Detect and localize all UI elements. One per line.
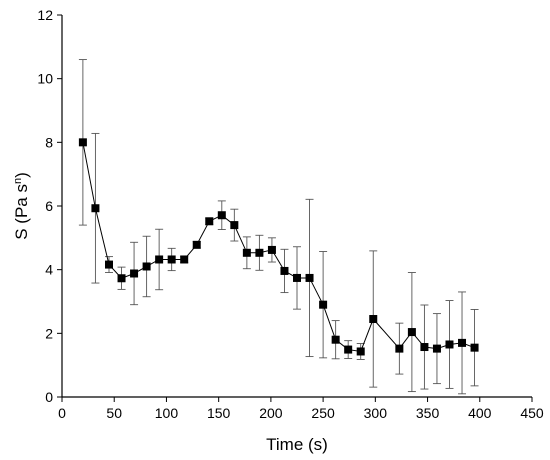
x-tick-label: 50 <box>106 405 122 421</box>
data-point <box>445 340 454 349</box>
x-tick-label: 200 <box>259 405 283 421</box>
data-point <box>155 255 164 264</box>
data-point <box>91 204 100 213</box>
y-axis-title-superscript: n <box>12 178 24 184</box>
data-point <box>344 345 353 354</box>
y-tick-label: 12 <box>37 7 53 23</box>
data-point <box>267 245 276 254</box>
data-point <box>407 328 416 337</box>
x-tick-label: 450 <box>520 405 544 421</box>
x-tick-label: 100 <box>155 405 179 421</box>
series-line-group <box>82 142 475 353</box>
data-point <box>458 338 467 347</box>
data-point <box>319 300 328 309</box>
data-point <box>356 347 365 356</box>
y-axis-ticks: 0 2 4 6 8 10 12 <box>37 7 62 405</box>
x-axis-title: Time (s) <box>266 435 328 454</box>
y-tick-label: 8 <box>45 134 53 150</box>
x-tick-label: 350 <box>416 405 440 421</box>
data-point <box>470 343 479 352</box>
x-tick-label: 250 <box>311 405 335 421</box>
data-point <box>395 344 404 353</box>
data-point <box>78 138 87 147</box>
data-point <box>293 273 301 282</box>
data-point <box>205 217 214 226</box>
y-tick-label: 4 <box>45 262 53 278</box>
y-tick-label: 10 <box>37 71 53 87</box>
data-point <box>167 255 176 264</box>
x-tick-label: 0 <box>58 405 66 421</box>
data-point <box>105 260 113 269</box>
series-line <box>82 142 475 353</box>
data-point <box>217 211 226 220</box>
x-tick-label: 400 <box>468 405 492 421</box>
data-point <box>331 335 340 344</box>
data-point <box>130 269 139 278</box>
data-point <box>420 343 429 352</box>
data-point <box>242 248 251 257</box>
y-tick-label: 0 <box>45 389 53 405</box>
data-point <box>117 274 126 283</box>
x-tick-label: 150 <box>207 405 231 421</box>
y-axis-title-prefix: S (Pa s <box>12 184 31 240</box>
error-bars <box>78 59 479 395</box>
y-axis-title: S (Pa sn) <box>12 172 31 240</box>
y-tick-label: 6 <box>45 198 53 214</box>
data-point <box>230 221 239 230</box>
data-point <box>255 248 264 257</box>
data-point <box>369 315 378 324</box>
data-point <box>180 255 189 264</box>
data-point <box>280 266 289 275</box>
data-point <box>192 240 201 249</box>
data-point <box>142 262 151 271</box>
x-axis-ticks: 0 50 100 150 200 250 300 350 400 450 <box>58 397 544 421</box>
x-tick-label: 300 <box>364 405 388 421</box>
data-point <box>305 273 314 282</box>
y-tick-label: 2 <box>45 325 53 341</box>
y-axis-title-suffix: ) <box>12 172 31 178</box>
data-points <box>78 138 479 356</box>
data-point <box>432 344 441 353</box>
